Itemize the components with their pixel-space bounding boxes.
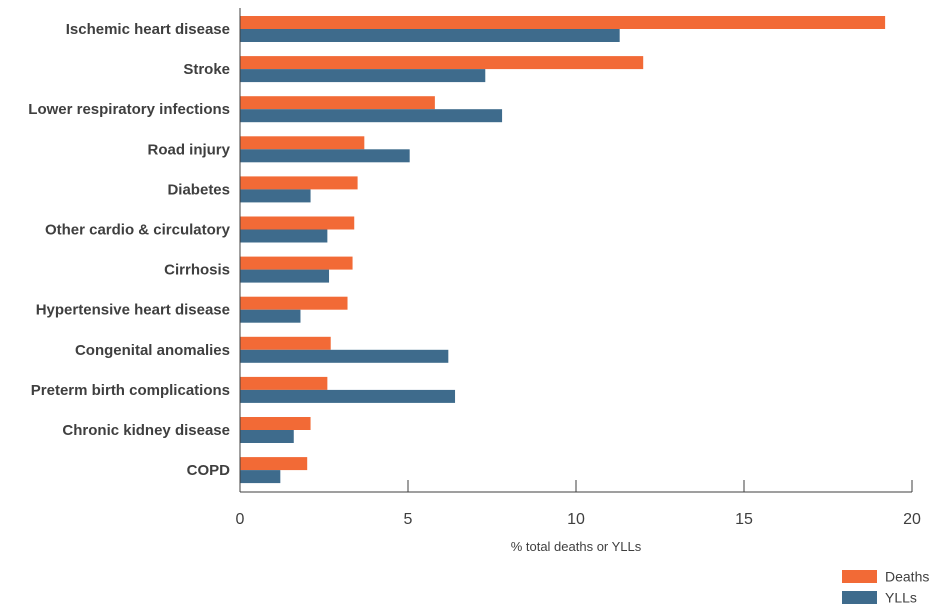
bar-deaths-3 [240, 136, 365, 150]
bar-ylls-5 [240, 229, 328, 243]
bar-deaths-0 [240, 16, 886, 29]
bar-ylls-0 [240, 29, 620, 42]
category-label: COPD [187, 462, 231, 479]
bar-deaths-11 [240, 457, 308, 471]
bar-deaths-6 [240, 256, 353, 270]
bar-deaths-7 [240, 296, 348, 310]
bar-ylls-3 [240, 149, 410, 163]
category-labels: Ischemic heart disease Stroke Lower respir… [28, 21, 230, 479]
category-label: Chronic kidney disease [62, 422, 230, 439]
x-tick-label: 15 [735, 511, 753, 528]
bar-ylls-9 [240, 389, 456, 403]
legend: Deaths YLLs [842, 569, 929, 604]
bar-deaths-10 [240, 417, 311, 430]
legend-swatch-deaths [842, 570, 877, 583]
category-label: Other cardio & circulatory [45, 222, 231, 239]
category-label: Road injury [147, 141, 230, 158]
category-label: Congenital anomalies [75, 342, 230, 359]
category-label: Diabetes [167, 181, 230, 198]
x-tick-label: 5 [404, 511, 413, 528]
bar-ylls-7 [240, 309, 301, 323]
x-tick-label: 0 [236, 511, 245, 528]
bar-deaths-1 [240, 56, 644, 70]
bars-layer [240, 16, 886, 484]
bar-ylls-2 [240, 109, 503, 123]
legend-label-ylls: YLLs [885, 590, 917, 604]
bar-deaths-2 [240, 96, 435, 110]
category-label: Lower respiratory infections [28, 101, 230, 118]
category-label: Ischemic heart disease [66, 21, 230, 38]
bar-deaths-9 [240, 376, 328, 390]
legend-label-deaths: Deaths [885, 569, 929, 585]
bar-ylls-11 [240, 470, 281, 484]
category-label: Preterm birth complications [31, 382, 230, 399]
legend-swatch-ylls [842, 591, 877, 604]
category-label: Cirrhosis [164, 262, 230, 279]
bar-deaths-5 [240, 216, 355, 230]
bar-ylls-6 [240, 269, 330, 283]
bar-ylls-1 [240, 69, 486, 83]
bar-deaths-4 [240, 176, 358, 190]
bar-ylls-10 [240, 430, 294, 443]
bar-ylls-8 [240, 349, 449, 363]
x-tick-label: 10 [567, 511, 585, 528]
x-tick-label: 20 [903, 511, 921, 528]
x-axis: 0 5 10 15 20 [236, 8, 921, 528]
x-axis-title: % total deaths or YLLs [511, 539, 642, 554]
bar-deaths-8 [240, 336, 331, 350]
category-label: Stroke [183, 61, 230, 78]
bar-ylls-4 [240, 189, 311, 203]
category-label: Hypertensive heart disease [36, 302, 230, 319]
